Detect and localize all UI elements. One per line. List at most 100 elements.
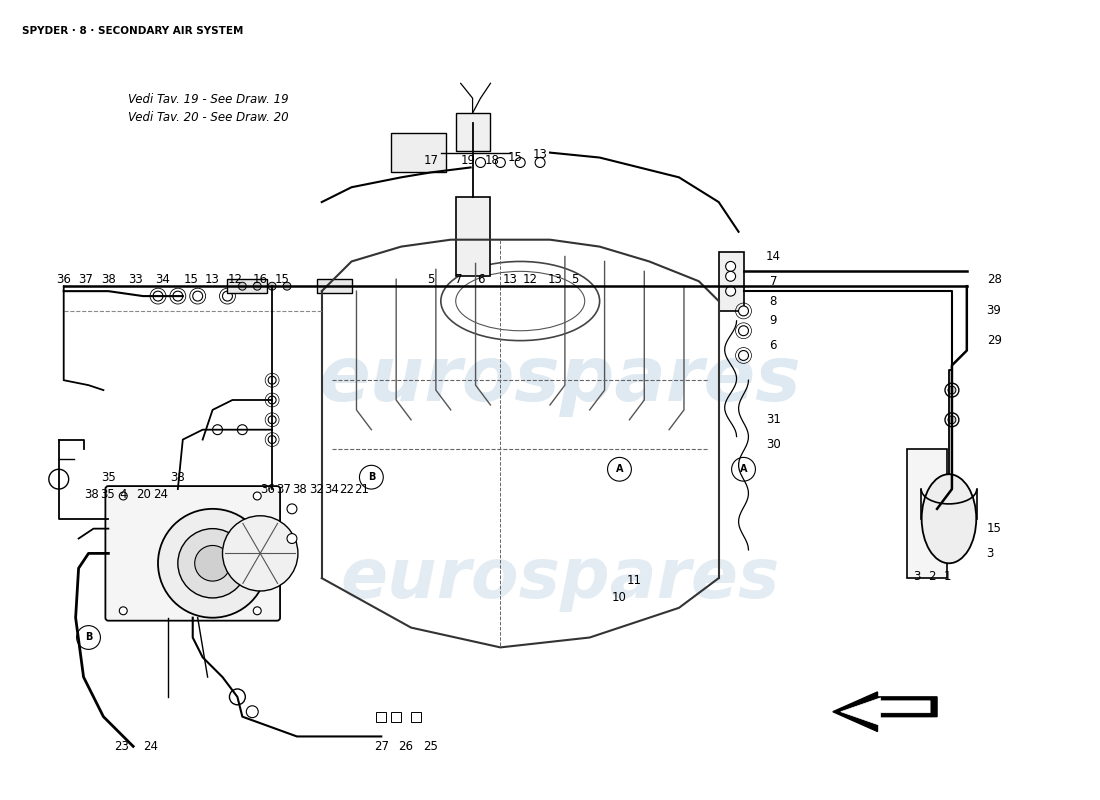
Ellipse shape: [922, 474, 976, 563]
Text: 6: 6: [476, 273, 484, 286]
Text: 26: 26: [398, 740, 414, 753]
Text: 38: 38: [101, 273, 116, 286]
Circle shape: [268, 376, 276, 384]
Circle shape: [283, 282, 292, 290]
Text: 36: 36: [56, 273, 72, 286]
Text: 17: 17: [424, 154, 439, 167]
Text: 36: 36: [260, 482, 275, 495]
Bar: [718, 251, 744, 311]
Circle shape: [726, 271, 736, 282]
Circle shape: [239, 282, 246, 290]
Circle shape: [178, 529, 248, 598]
Circle shape: [253, 492, 261, 500]
Text: 10: 10: [612, 591, 627, 605]
Text: 29: 29: [987, 334, 1002, 347]
Circle shape: [738, 306, 748, 316]
Text: 11: 11: [627, 574, 642, 586]
Text: 2: 2: [928, 570, 936, 582]
Text: 5: 5: [427, 273, 434, 286]
Bar: [228, 279, 267, 293]
Text: 20: 20: [135, 487, 151, 501]
Text: 38: 38: [293, 482, 307, 495]
Circle shape: [246, 706, 258, 718]
Text: 30: 30: [766, 438, 781, 451]
Bar: [455, 113, 491, 150]
Circle shape: [475, 158, 485, 167]
Bar: [376, 712, 386, 722]
Text: 24: 24: [154, 487, 168, 501]
Text: eurospares: eurospares: [319, 343, 801, 418]
Text: 39: 39: [987, 305, 1001, 318]
Text: 15: 15: [508, 151, 522, 164]
Text: 14: 14: [766, 250, 781, 263]
Text: 21: 21: [354, 482, 368, 495]
Text: 12: 12: [228, 273, 243, 286]
Circle shape: [726, 286, 736, 296]
Circle shape: [173, 291, 183, 301]
Text: 38: 38: [84, 487, 99, 501]
Text: 15: 15: [987, 522, 1001, 535]
Text: 18: 18: [485, 154, 499, 167]
Text: 13: 13: [205, 273, 220, 286]
Circle shape: [268, 282, 276, 290]
Circle shape: [287, 504, 297, 514]
Text: 13: 13: [548, 273, 562, 286]
Text: 3: 3: [987, 547, 994, 560]
Circle shape: [192, 291, 202, 301]
Bar: [411, 712, 421, 722]
Text: B: B: [367, 472, 375, 482]
Circle shape: [268, 436, 276, 443]
Text: A: A: [740, 464, 747, 474]
Text: 13: 13: [503, 273, 518, 286]
Polygon shape: [833, 692, 937, 731]
Circle shape: [158, 509, 267, 618]
Text: SPYDER · 8 · SECONDARY AIR SYSTEM: SPYDER · 8 · SECONDARY AIR SYSTEM: [22, 26, 243, 36]
Text: 34: 34: [324, 482, 339, 495]
Circle shape: [268, 416, 276, 424]
Circle shape: [222, 516, 298, 591]
Text: 9: 9: [770, 314, 777, 327]
Text: 8: 8: [770, 294, 777, 307]
Bar: [392, 712, 402, 722]
Text: 19: 19: [461, 154, 476, 167]
Circle shape: [212, 425, 222, 434]
Circle shape: [195, 546, 230, 581]
Circle shape: [738, 350, 748, 361]
Text: 34: 34: [155, 273, 170, 286]
Circle shape: [153, 291, 163, 301]
Circle shape: [253, 607, 261, 614]
Circle shape: [945, 413, 959, 426]
Circle shape: [268, 396, 276, 404]
Bar: [455, 197, 491, 276]
Text: 12: 12: [522, 273, 538, 286]
Circle shape: [222, 291, 232, 301]
FancyBboxPatch shape: [106, 486, 280, 621]
Circle shape: [738, 326, 748, 336]
Text: 32: 32: [309, 482, 324, 495]
Text: 22: 22: [339, 482, 354, 495]
Text: 6: 6: [770, 339, 777, 352]
Circle shape: [287, 534, 297, 543]
Text: 23: 23: [113, 740, 129, 753]
Circle shape: [253, 282, 261, 290]
Text: 15: 15: [184, 273, 198, 286]
Bar: [392, 133, 446, 172]
Bar: [908, 450, 947, 578]
Circle shape: [948, 386, 956, 394]
Text: 7: 7: [455, 273, 462, 286]
Circle shape: [945, 383, 959, 397]
Circle shape: [948, 416, 956, 424]
Text: 4: 4: [120, 487, 127, 501]
Text: 13: 13: [532, 148, 548, 161]
Text: 35: 35: [100, 487, 114, 501]
Text: 35: 35: [101, 470, 116, 484]
Circle shape: [119, 607, 128, 614]
Circle shape: [238, 425, 248, 434]
Text: 33: 33: [128, 273, 143, 286]
Text: Vedi Tav. 19 - See Draw. 19: Vedi Tav. 19 - See Draw. 19: [129, 94, 289, 106]
Text: 24: 24: [143, 740, 158, 753]
Text: 37: 37: [78, 273, 94, 286]
Text: 15: 15: [275, 273, 289, 286]
Circle shape: [726, 262, 736, 271]
Circle shape: [515, 158, 525, 167]
